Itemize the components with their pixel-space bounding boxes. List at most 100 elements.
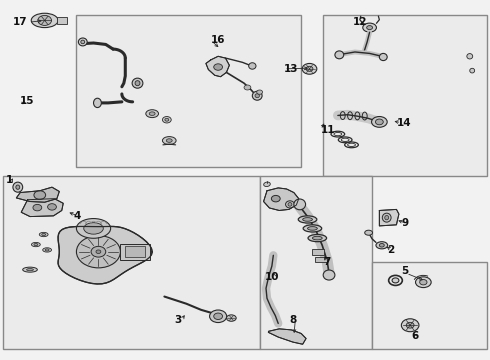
Ellipse shape <box>165 118 169 121</box>
Bar <box>315 257 327 262</box>
Ellipse shape <box>286 201 294 208</box>
Text: 5: 5 <box>401 266 409 276</box>
Ellipse shape <box>166 139 172 142</box>
Polygon shape <box>21 199 63 217</box>
Circle shape <box>271 195 280 202</box>
Ellipse shape <box>255 94 259 98</box>
Circle shape <box>48 204 56 210</box>
Ellipse shape <box>214 313 222 319</box>
Ellipse shape <box>382 213 391 222</box>
Ellipse shape <box>252 91 262 100</box>
Ellipse shape <box>308 234 327 242</box>
Ellipse shape <box>149 112 155 116</box>
Text: 15: 15 <box>20 96 35 106</box>
Ellipse shape <box>210 310 227 323</box>
Circle shape <box>257 90 263 94</box>
Ellipse shape <box>13 182 23 192</box>
Ellipse shape <box>248 63 256 69</box>
Polygon shape <box>58 226 152 284</box>
Bar <box>313 249 324 255</box>
Text: 12: 12 <box>352 17 367 27</box>
Text: 14: 14 <box>396 118 411 128</box>
Ellipse shape <box>298 216 317 223</box>
Text: 2: 2 <box>387 245 394 255</box>
Ellipse shape <box>313 236 322 240</box>
Text: 8: 8 <box>289 315 296 325</box>
Ellipse shape <box>38 15 51 26</box>
Text: 10: 10 <box>265 272 279 282</box>
Bar <box>3 176 260 348</box>
Bar <box>57 17 67 24</box>
Ellipse shape <box>375 119 383 125</box>
Ellipse shape <box>34 243 38 246</box>
Ellipse shape <box>379 53 387 60</box>
Bar <box>125 246 145 257</box>
Ellipse shape <box>303 218 313 221</box>
Ellipse shape <box>39 232 48 237</box>
Ellipse shape <box>376 242 388 249</box>
Ellipse shape <box>288 203 292 206</box>
Ellipse shape <box>371 117 387 127</box>
Ellipse shape <box>45 249 49 251</box>
Circle shape <box>401 319 419 332</box>
Polygon shape <box>269 329 306 344</box>
Ellipse shape <box>416 277 431 288</box>
Ellipse shape <box>363 23 376 32</box>
Ellipse shape <box>303 225 322 232</box>
Ellipse shape <box>94 98 101 108</box>
Ellipse shape <box>78 38 87 46</box>
Polygon shape <box>264 188 299 211</box>
Ellipse shape <box>308 226 318 230</box>
Ellipse shape <box>146 110 159 118</box>
Text: 11: 11 <box>321 125 335 135</box>
Ellipse shape <box>96 250 101 253</box>
Ellipse shape <box>81 40 85 44</box>
Ellipse shape <box>26 269 33 271</box>
Ellipse shape <box>306 66 313 71</box>
Circle shape <box>33 204 42 211</box>
Ellipse shape <box>392 278 399 283</box>
Bar <box>76 15 301 167</box>
Ellipse shape <box>91 246 106 257</box>
Bar <box>260 176 372 348</box>
Text: 16: 16 <box>211 35 225 45</box>
Ellipse shape <box>31 242 40 247</box>
Bar <box>372 262 487 348</box>
Ellipse shape <box>84 223 103 234</box>
Ellipse shape <box>379 243 384 247</box>
Ellipse shape <box>162 117 171 123</box>
Ellipse shape <box>470 68 475 73</box>
Ellipse shape <box>132 78 143 88</box>
Polygon shape <box>16 187 59 202</box>
Ellipse shape <box>294 199 306 210</box>
Ellipse shape <box>162 136 176 144</box>
Text: 7: 7 <box>323 257 331 267</box>
Ellipse shape <box>302 63 317 74</box>
Ellipse shape <box>226 315 236 321</box>
Circle shape <box>214 64 222 70</box>
Ellipse shape <box>76 235 121 268</box>
Ellipse shape <box>335 51 343 59</box>
Ellipse shape <box>135 81 140 86</box>
Ellipse shape <box>365 230 372 235</box>
Ellipse shape <box>43 248 51 252</box>
Polygon shape <box>206 56 229 77</box>
Bar <box>323 15 487 176</box>
Ellipse shape <box>323 270 335 280</box>
Ellipse shape <box>367 26 372 30</box>
Text: 17: 17 <box>13 17 27 27</box>
Ellipse shape <box>31 13 58 28</box>
Ellipse shape <box>23 267 37 272</box>
Circle shape <box>406 322 414 328</box>
Ellipse shape <box>419 279 427 285</box>
Bar <box>121 244 150 260</box>
Ellipse shape <box>467 54 473 59</box>
Circle shape <box>244 85 251 90</box>
Text: 1: 1 <box>5 175 13 185</box>
Text: 6: 6 <box>411 331 418 341</box>
Text: 13: 13 <box>284 64 298 74</box>
Text: 3: 3 <box>174 315 181 325</box>
Polygon shape <box>379 210 399 226</box>
Text: 4: 4 <box>73 211 80 221</box>
Ellipse shape <box>76 219 111 238</box>
